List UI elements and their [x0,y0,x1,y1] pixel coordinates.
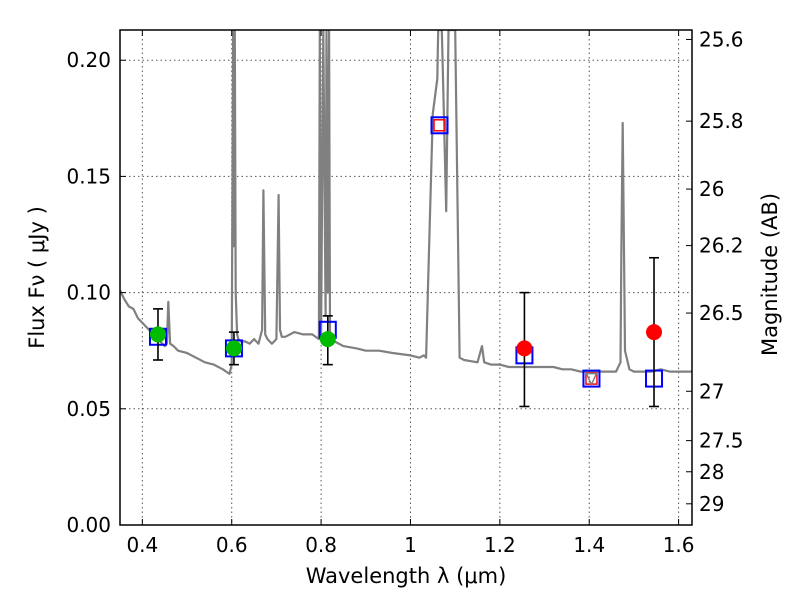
tick-layer: 0.4 0.6 0.8 1 1.2 1.4 1.6 0.00 0.05 0.10 0.15 0.20 2… [66,27,743,557]
y-tick-label: 0.20 [66,48,111,72]
right-y-tick-label: 27 [699,379,724,403]
right-y-tick-label: 25.8 [699,109,744,133]
x-tick-label: 1.6 [663,533,695,557]
y-tick-label: 0.00 [66,513,111,537]
model-square [430,116,449,135]
right-y-tick-label: 26.2 [699,234,744,258]
grid [120,30,692,525]
right-y-tick-label: 28 [699,460,724,484]
x-tick-label: 1.2 [484,533,516,557]
right-y-tick-label: 26 [699,177,724,201]
right-y-axis-label: Magnitude (AB) [758,193,782,356]
x-tick-label: 0.8 [305,533,337,557]
y-tick-label: 0.15 [66,164,111,188]
x-tick-label: 1 [404,533,417,557]
x-tick-label: 0.6 [216,533,248,557]
observed-point [225,340,242,357]
right-y-tick-label: 26.5 [699,301,744,325]
observed-point [319,331,336,348]
upper-limit-triangle [585,372,598,387]
y-tick-label: 0.10 [66,281,111,305]
spectrum-layer [120,30,692,375]
model-square [582,369,601,388]
observed-point [516,340,533,357]
x-tick-label: 0.4 [126,533,158,557]
y-tick-label: 0.05 [66,397,111,421]
observed-point [646,324,663,341]
x-axis-label: Wavelength λ (μm) [306,564,507,588]
x-tick-label: 1.4 [573,533,605,557]
observed-point [149,326,166,343]
y-axis-label: Flux Fν ( μJy ) [25,206,49,349]
marker-layer [148,116,664,408]
right-y-tick-label: 25.6 [699,27,744,51]
upper-limit-square [433,119,446,132]
right-y-tick-label: 27.5 [699,429,744,453]
plot-frame [119,29,693,526]
spectrum-line [120,30,692,375]
right-y-tick-label: 29 [699,492,724,516]
